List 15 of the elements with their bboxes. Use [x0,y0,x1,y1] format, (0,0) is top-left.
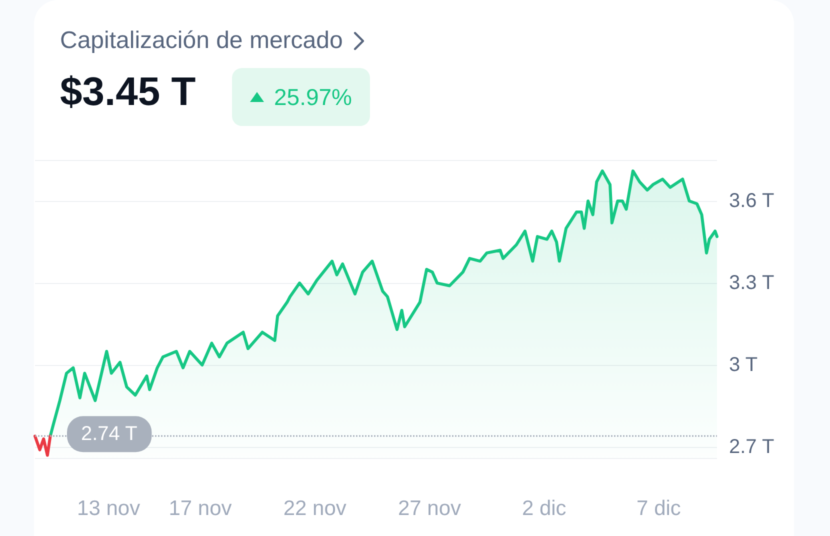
x-tick-label: 27 nov [398,497,462,520]
line-series [34,434,52,457]
x-tick-label: 17 nov [168,497,232,520]
y-tick-label: 3.3 T [729,272,774,294]
y-tick-label: 3.6 T [729,190,774,212]
chart-title: Capitalización de mercado [60,27,343,55]
x-tick-label: 13 nov [77,497,141,520]
x-tick-label: 22 nov [283,497,347,520]
y-tick-label: 2.7 T [729,436,774,458]
y-tick-label: 3 T [729,354,758,376]
chart-subtitle: $3.45 T [60,70,196,115]
x-tick-label: 2 dic [522,497,566,520]
x-tick-label: 7 dic [636,497,681,520]
text: 25.97% [274,84,352,110]
ref-line-label: 2.74 T [81,423,138,446]
